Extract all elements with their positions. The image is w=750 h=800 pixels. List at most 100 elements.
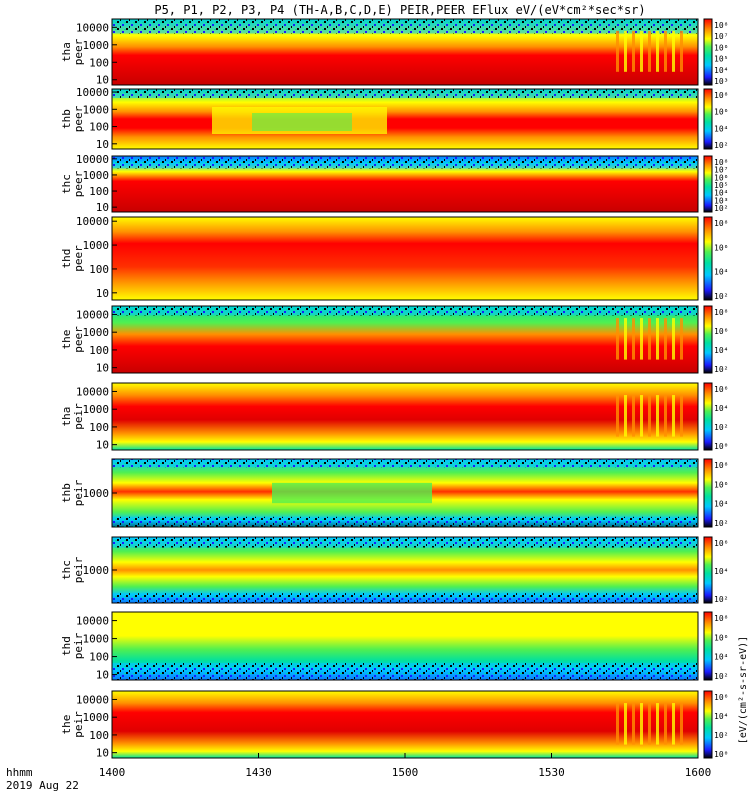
- burst-stripe: [648, 30, 651, 72]
- burst-stripe: [624, 318, 627, 360]
- y-axis-label-instrument: peir: [72, 632, 85, 659]
- y-tick-label: 1000: [83, 403, 110, 416]
- y-tick-label: 10: [96, 138, 109, 151]
- colorbar-tick-label: 10²: [714, 141, 728, 150]
- panel-the-peer: 10000 1000 100 10 the peer 10⁸ 10⁶ 10⁴ 10²: [60, 305, 728, 375]
- y-tick-label: 10: [96, 362, 109, 375]
- y-tick-label: 10000: [76, 86, 109, 99]
- colorbar-tick-label: 10⁶: [714, 243, 728, 252]
- colorbar-tick-label: 10²: [714, 365, 728, 374]
- burst-stripe: [656, 30, 659, 72]
- colorbar: [703, 18, 713, 86]
- y-tick-label: 1000: [83, 326, 110, 339]
- x-tick-label: 1530: [538, 766, 565, 779]
- y-tick-label: 1000: [83, 711, 110, 724]
- panel-thd-peir: 10000 1000 100 10 thd peir 10⁸ 10⁶ 10⁴ 10²: [60, 611, 728, 682]
- x-tick-label: 1600: [685, 766, 712, 779]
- burst-stripe: [664, 30, 667, 72]
- colorbar-tick-label: 10⁵: [714, 55, 728, 64]
- y-axis-label-instrument: peer: [72, 105, 85, 132]
- y-tick-label: 100: [89, 185, 109, 198]
- y-tick-label: 10000: [76, 153, 109, 166]
- colorbar: [703, 305, 713, 374]
- panel-the-peir: 10000 1000 100 10 the peir 10⁶ 10⁴ 10² 10⁰: [60, 690, 728, 760]
- panel-thc-peer: 10000 1000 100 10 thc peer 10⁸10⁷10⁶10⁵10⁴10³1…: [60, 153, 728, 214]
- colorbar-tick-label: 10³: [714, 77, 728, 86]
- burst-stripe: [624, 395, 627, 437]
- burst-stripe: [672, 395, 675, 437]
- x-axis-row-label-time: hhmm: [6, 766, 33, 779]
- y-tick-label: 1000: [83, 564, 110, 577]
- burst-stripe: [680, 30, 683, 72]
- colorbar-tick-label: 10⁶: [714, 385, 728, 394]
- burst-stripe: [656, 318, 659, 360]
- panel-thb-peir: 1000 thb peir 10⁸ 10⁶ 10⁴ 10²: [60, 458, 728, 528]
- y-axis-label-instrument: peir: [72, 556, 85, 583]
- burst-stripe: [672, 318, 675, 360]
- colorbar-tick-label: 10²: [714, 595, 728, 604]
- y-tick-label: 10000: [76, 21, 109, 34]
- y-tick-label: 100: [89, 56, 109, 69]
- y-tick-label: 10: [96, 747, 109, 760]
- y-axis-label-probe: the: [60, 715, 73, 735]
- colorbar-tick-label: 10⁸: [714, 308, 728, 317]
- y-axis-label-instrument: peir: [72, 711, 85, 738]
- colorbar-tick-label: 10⁰: [714, 750, 728, 759]
- colorbar-tick-label: 10⁴: [714, 712, 728, 721]
- panel-tha-peir: 10000 1000 100 10 tha peir 10⁶ 10⁴ 10² 10⁰: [60, 382, 728, 452]
- y-axis-label-probe: tha: [60, 407, 73, 427]
- colorbar-tick-label: 10⁰: [714, 442, 728, 451]
- y-axis-label-probe: thb: [60, 109, 73, 129]
- burst-stripe: [640, 318, 643, 360]
- panel-tha-peer: 10000 1000 100 10 tha peer 10⁸ 10⁷ 10⁶ 10⁵ 10⁴ 10³: [60, 18, 728, 87]
- colorbar-tick-label: 10²: [714, 672, 728, 681]
- panel-frame: [111, 382, 699, 451]
- panel-thd-peer: 10000 1000 100 10 thd peer 10⁸ 10⁶ 10⁴ 10²: [60, 215, 728, 301]
- colorbar-tick-label: 10⁴: [714, 268, 728, 277]
- y-tick-label: 10: [96, 74, 109, 87]
- burst-stripe: [624, 703, 627, 745]
- burst-stripe: [664, 318, 667, 360]
- flux-dropout-region: [272, 482, 432, 504]
- noise-texture-top: [112, 156, 698, 169]
- burst-stripe: [616, 395, 619, 437]
- burst-stripe: [616, 30, 619, 72]
- colorbar-tick-label: 10⁸: [714, 91, 728, 100]
- y-axis-label-instrument: peer: [72, 170, 85, 197]
- burst-stripe: [632, 318, 635, 360]
- y-tick-label: 1000: [83, 103, 110, 116]
- colorbar-tick-label: 10⁸: [714, 21, 728, 30]
- y-tick-label: 1000: [83, 239, 110, 252]
- colorbar: [703, 458, 713, 528]
- noise-texture-bottom: [112, 663, 698, 680]
- flux-dropout-core: [252, 113, 352, 131]
- colorbar: [703, 216, 713, 301]
- y-axis-label-instrument: peer: [72, 326, 85, 353]
- y-axis-label-instrument: peir: [72, 403, 85, 430]
- noise-texture-top: [112, 537, 698, 548]
- panel-frame: [111, 216, 699, 301]
- colorbar-tick-label: 10³: [714, 196, 728, 205]
- burst-stripe: [680, 395, 683, 437]
- colorbar-tick-label: 10⁸: [714, 219, 728, 228]
- colorbar-tick-label: 10⁶: [714, 108, 728, 117]
- burst-stripe: [672, 30, 675, 72]
- panel-frame: [111, 611, 699, 681]
- spectrogram-fill: [112, 537, 698, 603]
- x-tick-label: 1430: [245, 766, 272, 779]
- colorbar-unit-label: [eV/(cm²-s-sr-eV)]: [738, 636, 749, 744]
- colorbar: [703, 690, 713, 759]
- colorbar-tick-label: 10⁶: [714, 480, 728, 489]
- y-axis-label-probe: thc: [60, 560, 73, 580]
- panel-thc-peir: 1000 thc peir 10⁶ 10⁴ 10²: [60, 536, 728, 604]
- y-tick-label: 1000: [83, 169, 110, 182]
- y-tick-label: 10000: [76, 308, 109, 321]
- y-tick-label: 100: [89, 263, 109, 276]
- y-tick-label: 10000: [76, 385, 109, 398]
- colorbar-tick-label: 10⁸: [714, 461, 728, 470]
- colorbar-tick-label: 10²: [714, 292, 728, 301]
- y-tick-label: 10: [96, 287, 109, 300]
- colorbar-tick-label: 10²: [714, 731, 728, 740]
- y-axis-label-probe: thc: [60, 174, 73, 194]
